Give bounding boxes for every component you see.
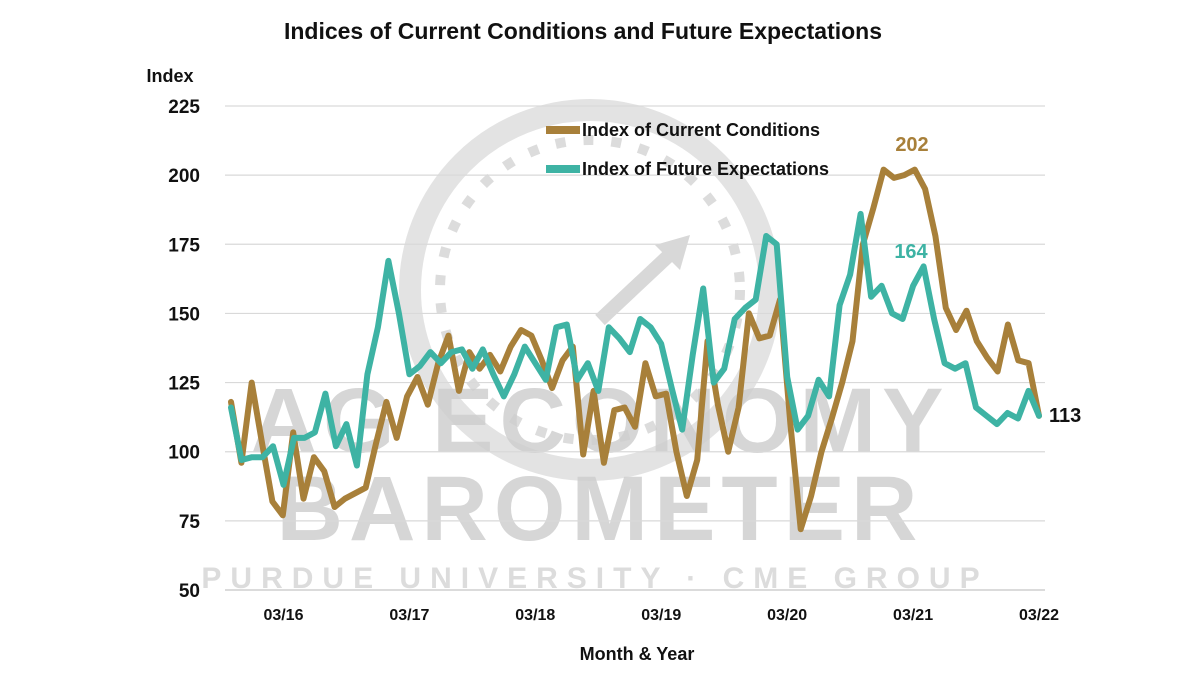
- y-tick-label-75: 75: [179, 512, 201, 533]
- y-axis-ticks: 50 75 100 125 150 175 200 225: [168, 97, 200, 602]
- watermark-line2: BAROMETER: [277, 458, 924, 560]
- y-tick-label-125: 125: [168, 374, 200, 395]
- x-tick-label-03-20: 03/20: [767, 607, 807, 624]
- y-tick-label-100: 100: [168, 443, 200, 464]
- annotation-current-peak: 202: [895, 134, 928, 156]
- annotation-last-value: 113: [1049, 405, 1081, 427]
- x-tick-label-03-17: 03/17: [389, 607, 429, 624]
- y-axis-title: Index: [146, 66, 193, 86]
- y-tick-label-225: 225: [168, 97, 200, 118]
- legend-label-future: Index of Future Expectations: [582, 159, 829, 179]
- y-tick-label-50: 50: [179, 581, 200, 602]
- x-tick-label-03-16: 03/16: [263, 607, 303, 624]
- y-tick-label-150: 150: [168, 304, 200, 325]
- watermark-gauge-needle: [595, 239, 685, 326]
- x-tick-label-03-18: 03/18: [515, 607, 555, 624]
- series-line-current-conditions: [228, 166, 1042, 533]
- y-tick-label-175: 175: [168, 235, 200, 256]
- x-axis-ticks: 03/16 03/17 03/18 03/19 03/20 03/21 03/22: [263, 607, 1059, 624]
- legend: Index of Current Conditions Index of Fut…: [546, 120, 829, 179]
- series-layer: [228, 166, 1042, 533]
- chart-title: Indices of Current Conditions and Future…: [284, 18, 882, 44]
- watermark-gauge-ticks: [435, 135, 745, 445]
- annotation-future-peak: 164: [894, 241, 928, 263]
- x-tick-label-03-21: 03/21: [893, 607, 933, 624]
- y-tick-label-200: 200: [168, 166, 200, 187]
- watermark: AG ECONOMY BAROMETER PURDUE UNIVERSITY ·…: [201, 99, 980, 595]
- series-line-future-expectations: [228, 210, 1042, 488]
- x-tick-label-03-22: 03/22: [1019, 607, 1059, 624]
- watermark-gauge-ring: [399, 99, 781, 481]
- x-axis-title: Month & Year: [580, 644, 695, 664]
- legend-label-current: Index of Current Conditions: [582, 120, 820, 140]
- x-tick-label-03-19: 03/19: [641, 607, 681, 624]
